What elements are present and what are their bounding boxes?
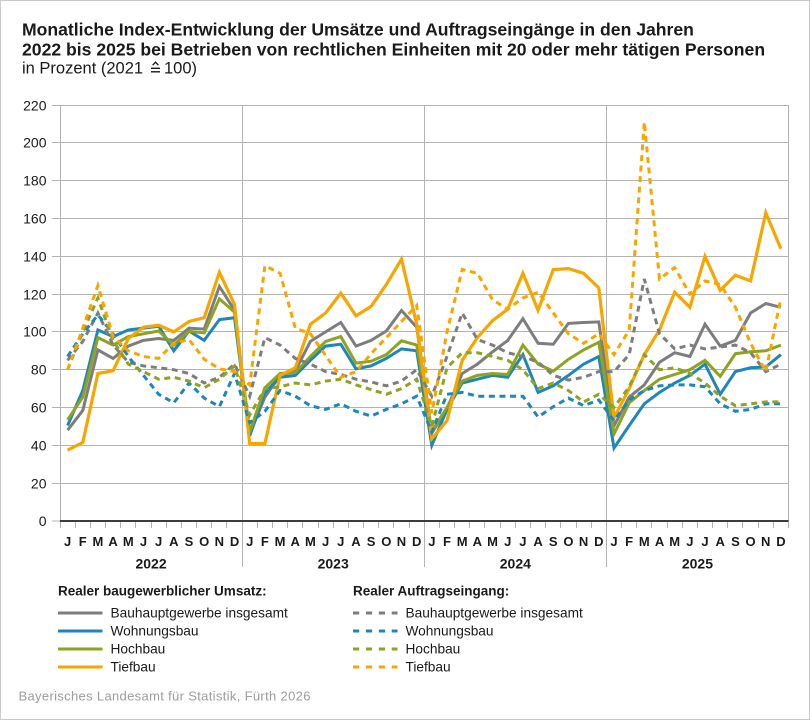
svg-text:N: N	[761, 534, 770, 549]
svg-text:A: A	[351, 534, 361, 549]
svg-text:J: J	[701, 534, 708, 549]
svg-text:D: D	[230, 534, 239, 549]
svg-text:40: 40	[31, 437, 47, 453]
svg-text:Tiefbau: Tiefbau	[111, 660, 156, 675]
svg-text:J: J	[337, 534, 344, 549]
svg-text:Realer baugewerblicher Umsatz:: Realer baugewerblicher Umsatz:	[58, 583, 267, 598]
svg-text:J: J	[686, 534, 693, 549]
svg-text:N: N	[215, 534, 224, 549]
svg-text:A: A	[473, 534, 483, 549]
svg-text:J: J	[155, 534, 162, 549]
svg-text:M: M	[487, 534, 498, 549]
svg-text:M: M	[669, 534, 680, 549]
svg-text:J: J	[610, 534, 617, 549]
svg-text:180: 180	[23, 172, 47, 188]
svg-text:J: J	[64, 534, 71, 549]
svg-text:O: O	[563, 534, 573, 549]
svg-text:Bayerisches Landesamt für Stat: Bayerisches Landesamt für Statistik, Für…	[19, 688, 311, 703]
svg-text:S: S	[185, 534, 194, 549]
svg-text:140: 140	[23, 248, 47, 264]
svg-text:20: 20	[31, 475, 47, 491]
svg-text:100): 100)	[164, 60, 197, 78]
svg-text:Tiefbau: Tiefbau	[406, 660, 451, 675]
svg-text:Monatliche Index-Entwicklung d: Monatliche Index-Entwicklung der Umsätze…	[22, 20, 694, 40]
svg-text:J: J	[140, 534, 147, 549]
svg-text:M: M	[457, 534, 468, 549]
svg-text:160: 160	[23, 210, 47, 226]
svg-text:A: A	[108, 534, 118, 549]
svg-text:M: M	[639, 534, 650, 549]
svg-text:D: D	[412, 534, 421, 549]
svg-text:J: J	[428, 534, 435, 549]
svg-text:M: M	[123, 534, 134, 549]
svg-text:Bauhauptgewerbe insgesamt: Bauhauptgewerbe insgesamt	[406, 606, 583, 621]
svg-text:M: M	[305, 534, 316, 549]
svg-text:100: 100	[23, 323, 47, 339]
svg-text:80: 80	[31, 361, 47, 377]
svg-text:Realer Auftragseingang:: Realer Auftragseingang:	[353, 583, 509, 598]
svg-text:S: S	[367, 534, 376, 549]
svg-text:A: A	[655, 534, 665, 549]
svg-text:D: D	[594, 534, 603, 549]
svg-text:220: 220	[23, 97, 47, 113]
svg-text:Wohnungsbau: Wohnungsbau	[111, 624, 199, 639]
svg-text:N: N	[397, 534, 406, 549]
svg-text:60: 60	[31, 399, 47, 415]
svg-text:D: D	[776, 534, 785, 549]
svg-text:A: A	[716, 534, 726, 549]
svg-text:J: J	[504, 534, 511, 549]
svg-text:0: 0	[39, 513, 47, 529]
svg-text:Hochbau: Hochbau	[406, 642, 461, 657]
svg-text:2025: 2025	[682, 556, 713, 572]
svg-text:2024: 2024	[500, 556, 531, 572]
svg-text:A: A	[533, 534, 543, 549]
svg-text:F: F	[79, 534, 87, 549]
svg-text:S: S	[731, 534, 740, 549]
svg-text:S: S	[549, 534, 558, 549]
svg-text:120: 120	[23, 286, 47, 302]
svg-text:in Prozent (2021: in Prozent (2021	[22, 60, 143, 78]
svg-text:N: N	[579, 534, 588, 549]
svg-text:Wohnungsbau: Wohnungsbau	[406, 624, 494, 639]
svg-text:O: O	[381, 534, 391, 549]
svg-text:J: J	[246, 534, 253, 549]
svg-text:A: A	[291, 534, 301, 549]
svg-text:2022: 2022	[135, 556, 166, 572]
svg-text:J: J	[519, 534, 526, 549]
svg-text:A: A	[169, 534, 179, 549]
svg-text:Hochbau: Hochbau	[111, 642, 166, 657]
svg-text:F: F	[261, 534, 269, 549]
svg-text:O: O	[199, 534, 209, 549]
svg-text:Bauhauptgewerbe insgesamt: Bauhauptgewerbe insgesamt	[111, 606, 288, 621]
svg-text:O: O	[746, 534, 756, 549]
svg-text:2022 bis 2025 bei Betrieben vo: 2022 bis 2025 bei Betrieben von rechtlic…	[22, 40, 765, 60]
svg-text:2023: 2023	[318, 556, 349, 572]
svg-text:F: F	[443, 534, 451, 549]
svg-text:200: 200	[23, 134, 47, 150]
svg-text:M: M	[275, 534, 286, 549]
svg-text:J: J	[322, 534, 329, 549]
svg-text:F: F	[625, 534, 633, 549]
svg-text:M: M	[93, 534, 104, 549]
